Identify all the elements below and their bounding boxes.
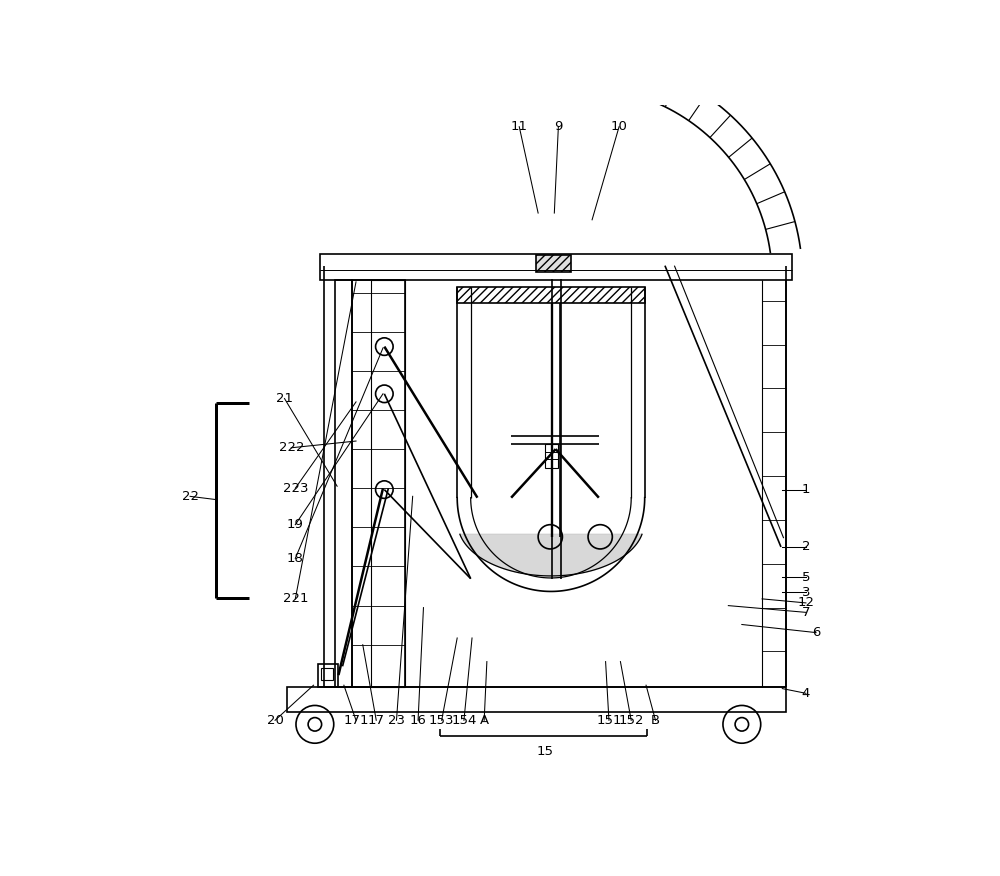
Bar (318, 664, 338, 687)
Text: 21: 21 (276, 392, 293, 405)
Text: 9: 9 (554, 120, 563, 133)
Text: 10: 10 (611, 120, 628, 133)
Bar (457, 287, 645, 303)
Text: 151: 151 (596, 714, 622, 727)
Text: 7: 7 (802, 606, 810, 618)
Text: B: B (651, 714, 660, 727)
Bar (320, 253, 792, 280)
Text: 6: 6 (812, 626, 820, 639)
Text: 22: 22 (182, 490, 199, 503)
Bar (352, 280, 405, 687)
Text: 15: 15 (536, 745, 553, 758)
Bar (536, 255, 571, 272)
Bar (287, 687, 786, 712)
Text: 16: 16 (410, 714, 427, 727)
Text: 152: 152 (618, 714, 644, 727)
Text: 23: 23 (388, 714, 405, 727)
Text: 18: 18 (287, 552, 304, 565)
Polygon shape (460, 534, 642, 576)
Text: 222: 222 (279, 442, 304, 455)
Text: 4: 4 (802, 687, 810, 700)
Text: 12: 12 (797, 597, 814, 610)
Text: 20: 20 (267, 714, 284, 727)
Text: 1: 1 (802, 483, 810, 496)
Text: 154: 154 (451, 714, 477, 727)
Text: 11: 11 (511, 120, 528, 133)
Text: 2: 2 (802, 540, 810, 554)
Text: A: A (480, 714, 489, 727)
Text: 221: 221 (283, 592, 308, 605)
Bar (545, 444, 558, 468)
Text: 153: 153 (429, 714, 454, 727)
Text: 17: 17 (368, 714, 385, 727)
Text: 171: 171 (343, 714, 369, 727)
Text: 3: 3 (802, 586, 810, 598)
Bar (371, 280, 405, 687)
Text: 19: 19 (287, 519, 304, 531)
Text: 223: 223 (283, 482, 308, 495)
Text: 5: 5 (802, 571, 810, 583)
Bar (321, 668, 333, 680)
Bar (335, 280, 352, 687)
